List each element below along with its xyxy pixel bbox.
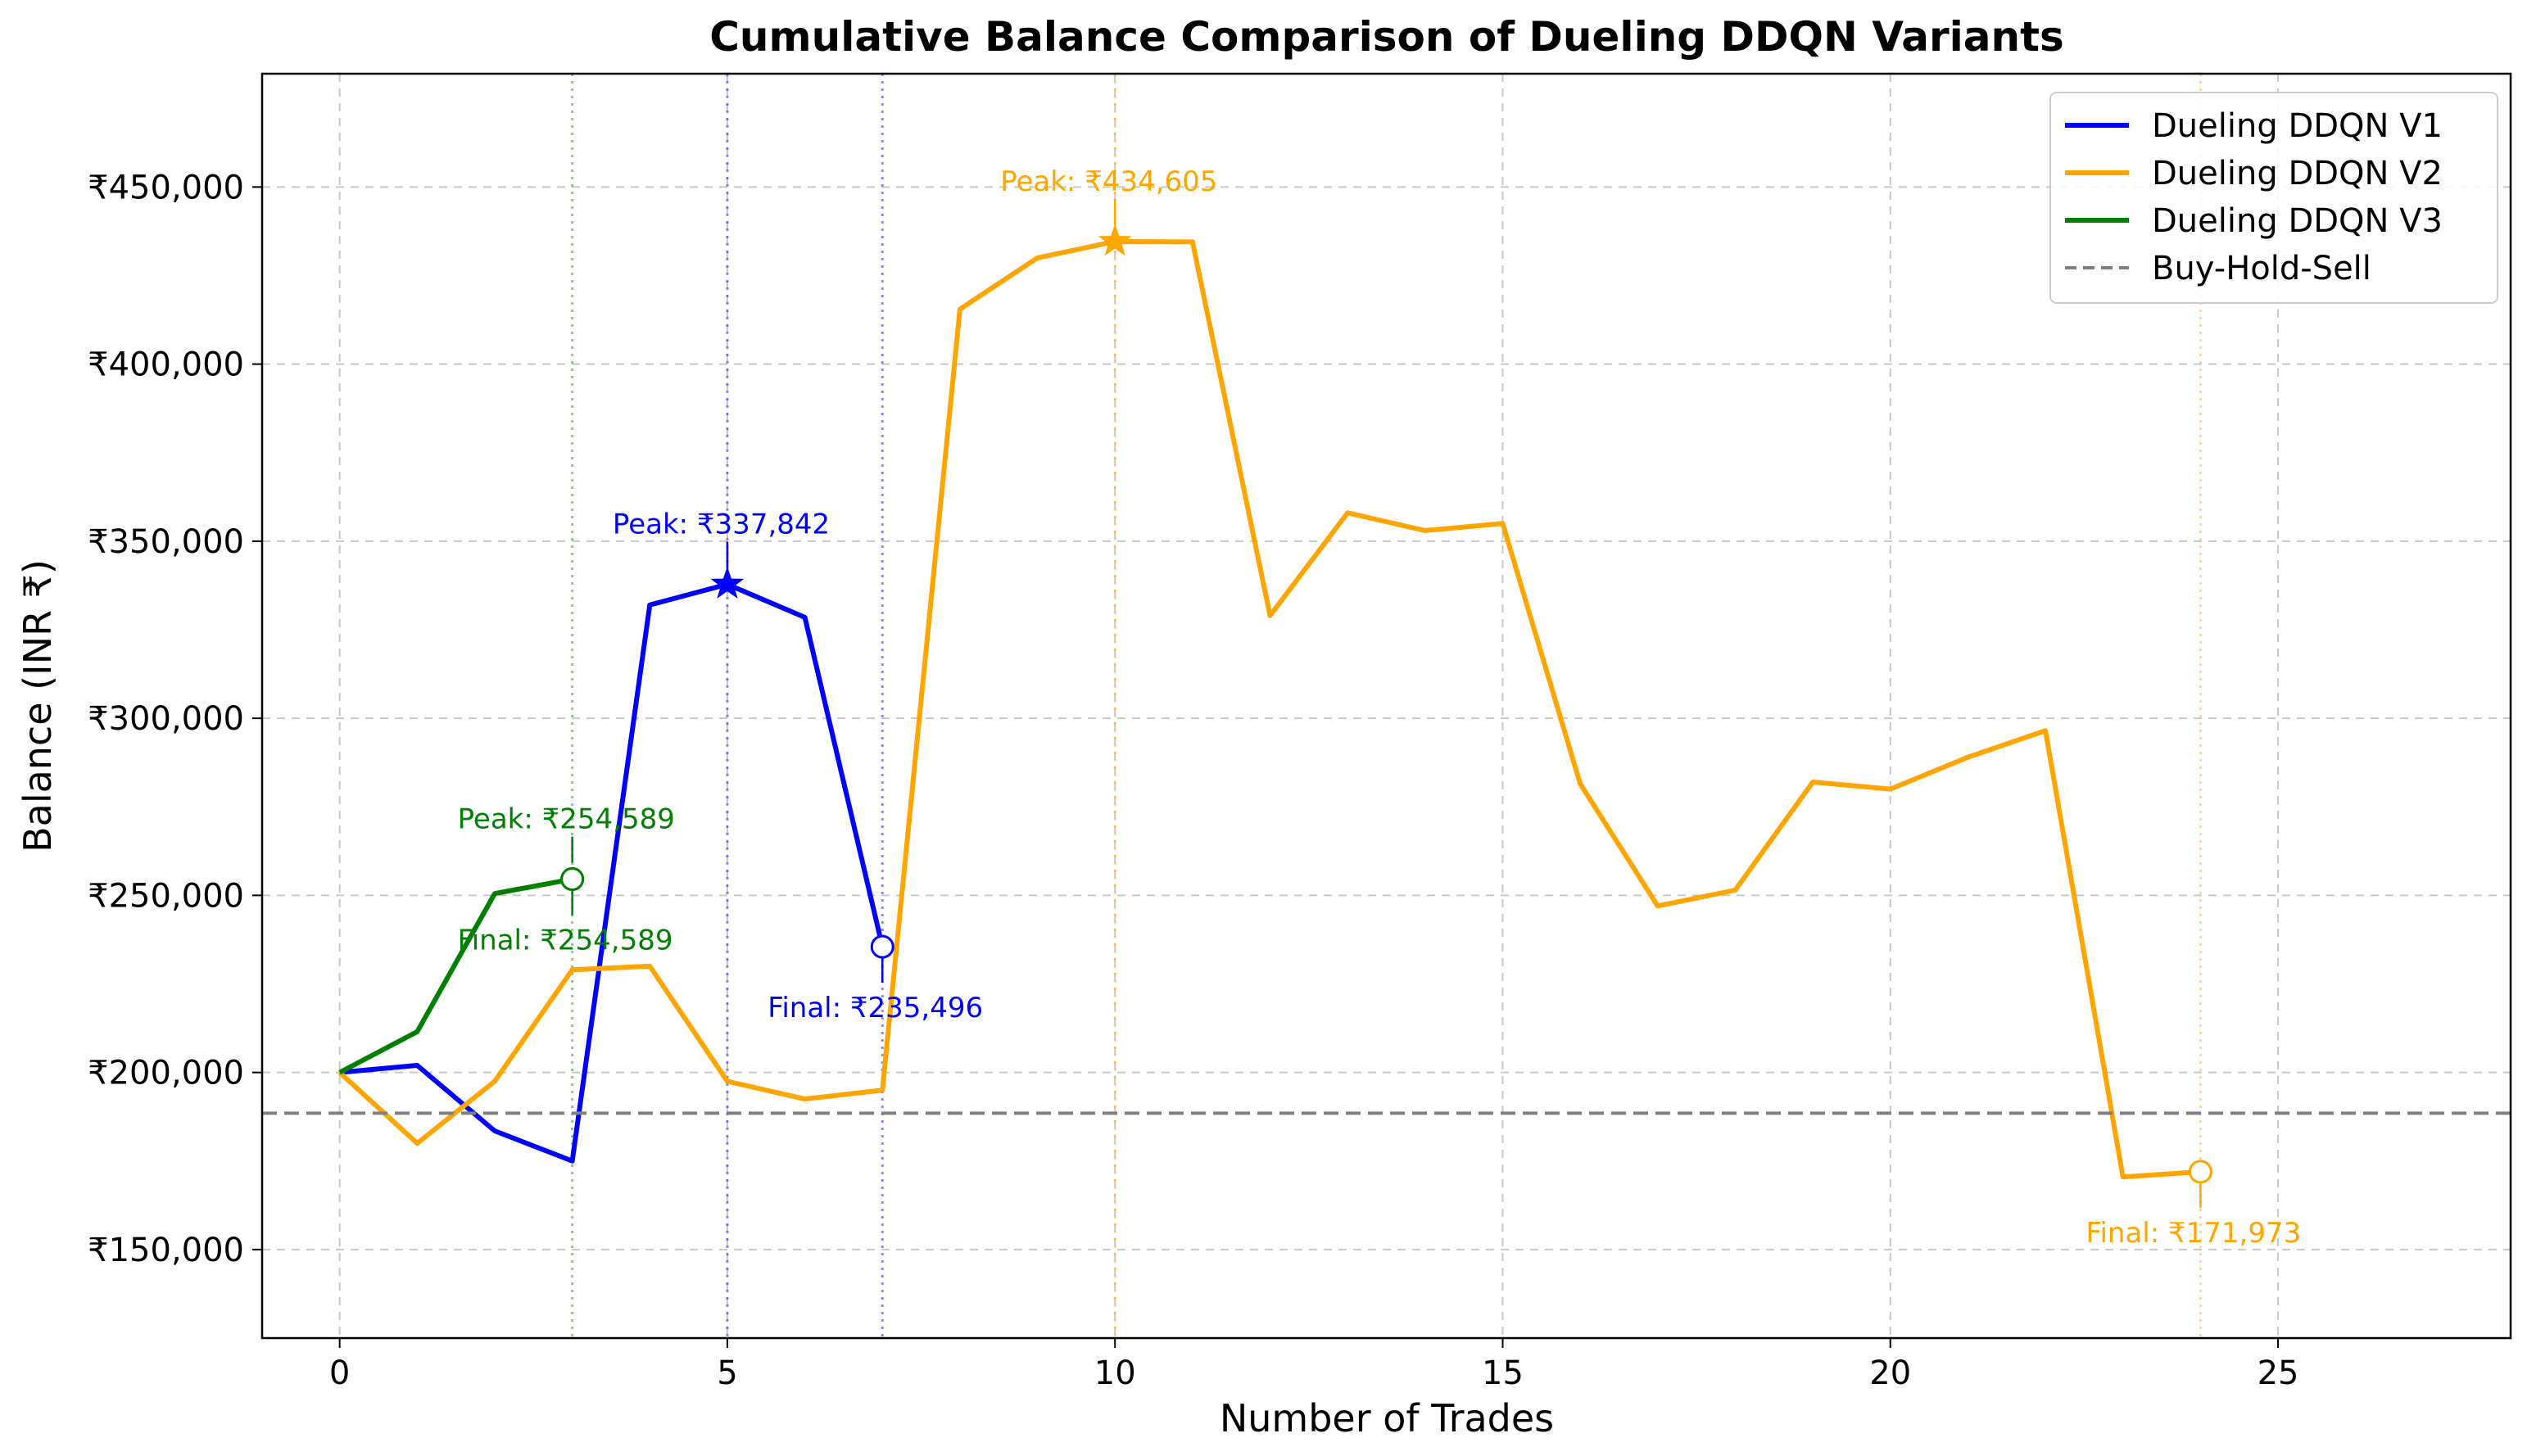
peak-star-marker: [710, 566, 745, 599]
vertical-markers: [571, 74, 2202, 1338]
series-line: [337, 238, 2201, 1180]
grid: [262, 74, 2511, 1338]
y-tick-label: ₹200,000: [88, 1055, 244, 1092]
legend-box: [2049, 92, 2498, 304]
y-tick-label: ₹250,000: [88, 877, 244, 915]
y-tick-label: ₹150,000: [88, 1232, 244, 1269]
x-tick-label: 5: [717, 1354, 737, 1392]
annotations: Peak: ₹337,842 Final: ₹235,496 Peak: ₹434,…: [458, 165, 2302, 1250]
series-line: [338, 876, 573, 1075]
final-marker: [870, 934, 894, 959]
final-label: Final: ₹171,973: [2085, 1217, 2301, 1250]
y-tick-label: ₹400,000: [88, 346, 244, 384]
x-tick-label: 15: [1482, 1354, 1524, 1392]
series-lines: [262, 238, 2511, 1180]
legend-entry-label: Dueling DDQN V3: [2152, 202, 2443, 240]
y-tick-label: ₹350,000: [88, 523, 244, 561]
chart-title: Cumulative Balance Comparison of Dueling…: [709, 13, 2064, 61]
y-tick-label: ₹450,000: [88, 169, 244, 206]
peak-star-marker: [1098, 224, 1132, 256]
peak-label: Peak: ₹337,842: [613, 508, 830, 540]
x-tick-label: 10: [1094, 1354, 1136, 1392]
peak-label: Peak: ₹254,589: [458, 803, 675, 836]
legend-entry-label: Dueling DDQN V2: [2152, 155, 2443, 192]
y-tick-label: ₹300,000: [88, 700, 244, 738]
x-tick-label: 0: [329, 1354, 350, 1392]
final-label: Final: ₹235,496: [768, 992, 983, 1024]
axis-ticks: 0 5 10 15 20 25 ₹150,000 ₹200,000 ₹250,000 ₹300,0…: [88, 169, 2298, 1392]
x-tick-label: 20: [1869, 1354, 1911, 1392]
final-marker: [560, 867, 585, 892]
final-marker: [2188, 1160, 2212, 1184]
legend-entry-label: Dueling DDQN V1: [2152, 107, 2443, 145]
plot-frame: [260, 72, 2512, 1340]
x-axis-label: Number of Trades: [1220, 1396, 1554, 1440]
peak-label: Peak: ₹434,605: [1000, 165, 1217, 198]
final-label: Final: ₹254,589: [458, 925, 673, 957]
series-line: [339, 581, 885, 1164]
legend-entry-label: Buy-Hold-Sell: [2152, 250, 2371, 287]
x-tick-label: 25: [2258, 1354, 2299, 1392]
y-axis-label: Balance (INR ₹): [16, 559, 60, 852]
legend: Dueling DDQN V1 Dueling DDQN V2 Dueling DD…: [2049, 92, 2498, 304]
